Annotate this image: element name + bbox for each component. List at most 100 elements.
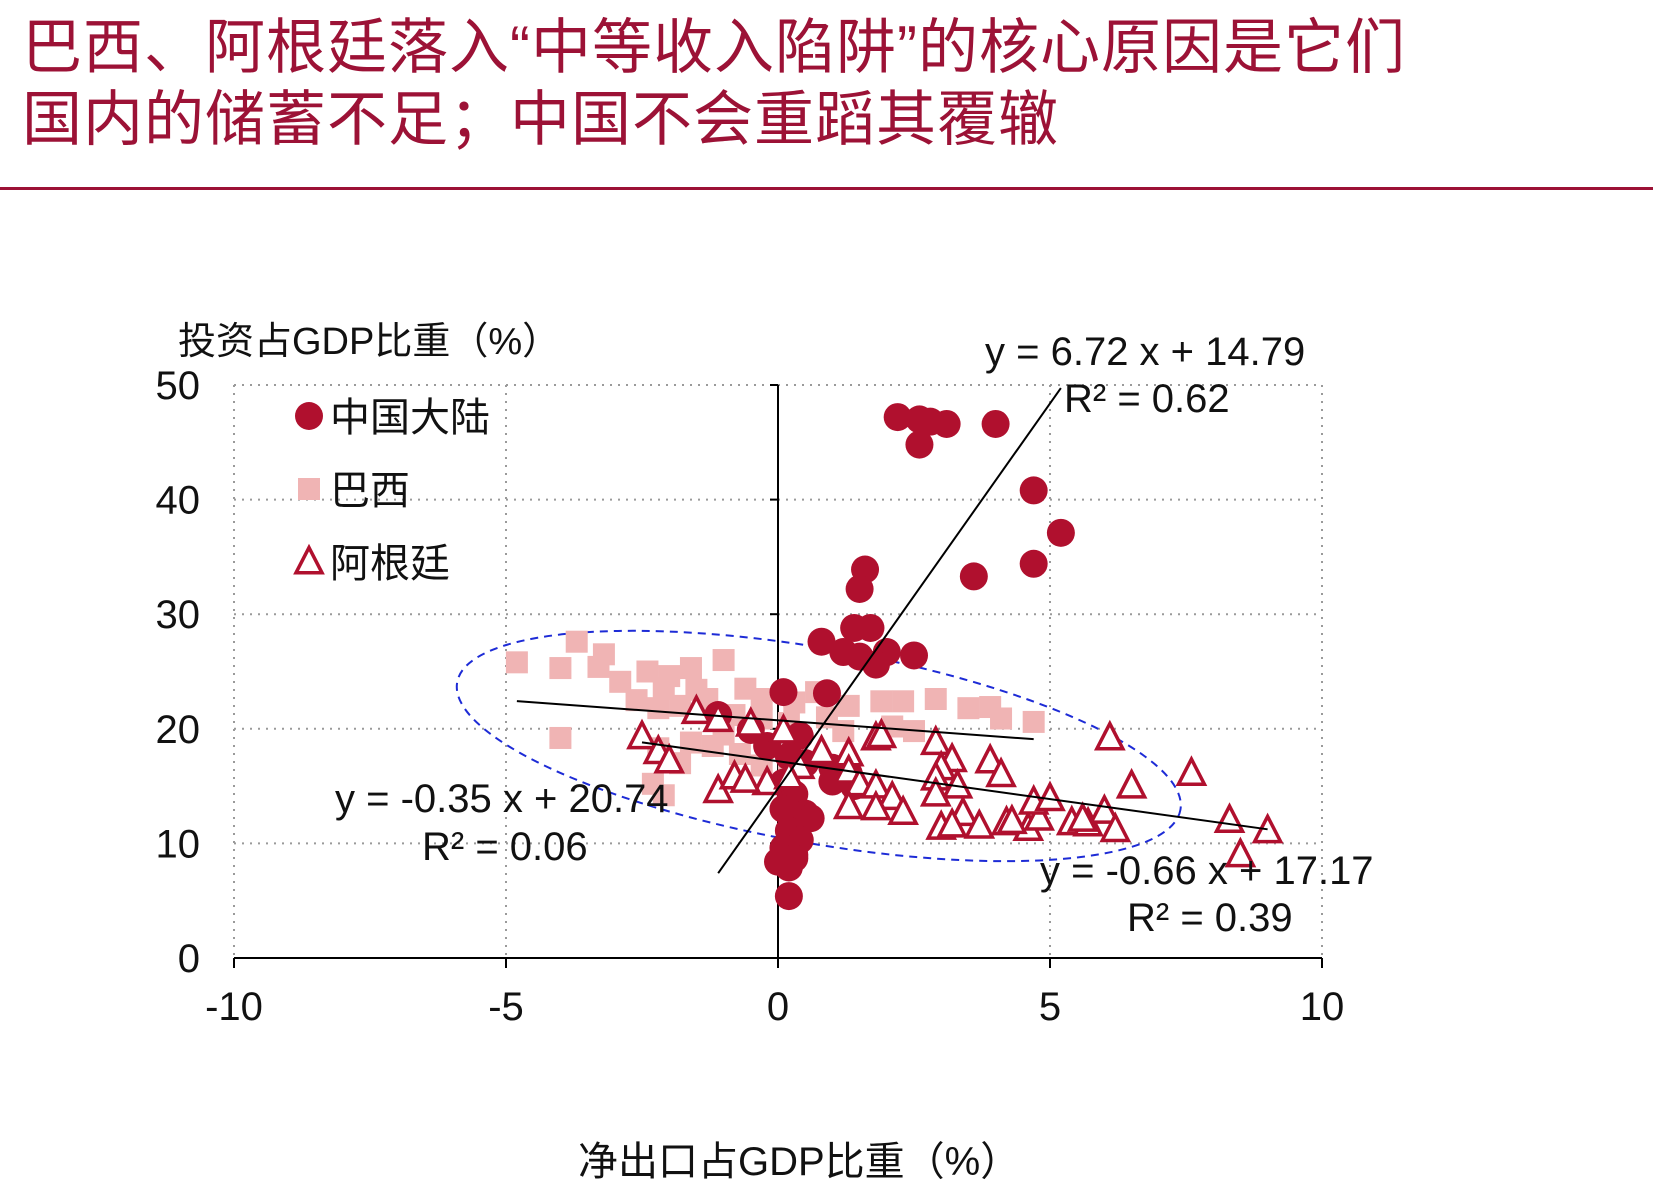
point-square bbox=[625, 689, 648, 712]
point-circle bbox=[807, 627, 836, 656]
point-circle bbox=[1019, 549, 1048, 578]
point-triangle bbox=[1099, 811, 1132, 843]
point-triangle bbox=[860, 789, 892, 821]
legend-label: 巴西 bbox=[330, 468, 410, 514]
point-triangle bbox=[985, 756, 1017, 788]
point-square bbox=[669, 694, 692, 717]
point-square bbox=[549, 726, 572, 749]
point-square bbox=[652, 784, 675, 807]
legend-label: 中国大陆 bbox=[330, 395, 490, 441]
point-square bbox=[652, 677, 675, 700]
point-triangle bbox=[626, 718, 658, 750]
y-tick-label: 0 bbox=[178, 937, 200, 981]
point-square bbox=[565, 630, 588, 653]
point-circle bbox=[861, 650, 890, 679]
point-triangle bbox=[767, 712, 800, 744]
point-triangle bbox=[1023, 799, 1055, 831]
point-circle bbox=[769, 678, 798, 707]
legend-marker-triangle bbox=[293, 543, 325, 575]
point-circle bbox=[900, 641, 928, 670]
point-triangle bbox=[734, 705, 767, 737]
legend-marker-square bbox=[298, 478, 320, 500]
point-triangle bbox=[876, 779, 909, 811]
title-line-1: 巴西、阿根廷落入“中等收入陷阱”的核心原因是它们 bbox=[22, 14, 1406, 81]
title-line-2: 国内的储蓄不足；中国不会重蹈其覆辙 bbox=[22, 86, 1059, 153]
trendline bbox=[516, 700, 1034, 741]
point-square bbox=[832, 720, 855, 743]
title-divider bbox=[0, 187, 1653, 190]
page-title: 巴西、阿根廷落入“中等收入陷阱”的核心原因是它们 国内的储蓄不足；中国不会重蹈其… bbox=[22, 12, 1622, 156]
point-square bbox=[647, 697, 670, 720]
x-axis-label: 净出口占GDP比重（%） bbox=[578, 1140, 1021, 1184]
y-tick-label: 30 bbox=[156, 593, 201, 637]
trendline-r2: R² = 0.39 bbox=[1127, 896, 1293, 940]
point-circle bbox=[845, 574, 874, 603]
y-tick-label: 50 bbox=[156, 364, 201, 408]
point-triangle bbox=[832, 788, 865, 820]
point-square bbox=[990, 707, 1013, 730]
trendline-equation: y = 6.72 x + 14.79 bbox=[985, 330, 1305, 374]
point-triangle bbox=[996, 803, 1028, 835]
point-square bbox=[587, 655, 610, 678]
point-circle bbox=[981, 409, 1010, 438]
point-circle bbox=[856, 613, 885, 642]
x-tick-label: 10 bbox=[1300, 985, 1345, 1029]
point-circle bbox=[932, 409, 961, 438]
point-triangle bbox=[1115, 767, 1148, 799]
point-circle bbox=[774, 882, 803, 911]
point-triangle bbox=[936, 806, 968, 838]
point-square bbox=[750, 688, 773, 711]
point-triangle bbox=[751, 764, 783, 796]
trendline-equation: y = -0.35 x + 20.74 bbox=[335, 777, 669, 821]
point-square bbox=[549, 657, 572, 680]
point-square bbox=[609, 670, 632, 693]
point-circle bbox=[959, 562, 988, 591]
point-circle bbox=[1046, 518, 1075, 547]
point-triangle bbox=[680, 693, 713, 725]
legend-label: 阿根廷 bbox=[330, 541, 450, 587]
point-square bbox=[679, 657, 702, 680]
point-circle bbox=[812, 679, 841, 708]
y-tick-label: 40 bbox=[156, 479, 201, 523]
point-circle bbox=[883, 403, 912, 432]
point-triangle bbox=[729, 762, 762, 793]
point-triangle bbox=[1213, 802, 1246, 834]
point-triangle bbox=[887, 794, 919, 826]
trendline bbox=[717, 387, 1062, 874]
point-square bbox=[505, 651, 528, 674]
x-tick-label: 5 bbox=[1039, 985, 1061, 1029]
point-square bbox=[1022, 710, 1045, 733]
y-tick-label: 20 bbox=[156, 708, 201, 752]
point-triangle bbox=[1175, 755, 1208, 787]
point-triangle bbox=[919, 724, 952, 756]
point-square bbox=[870, 690, 893, 713]
point-square bbox=[837, 694, 860, 717]
x-tick-label: -10 bbox=[205, 985, 263, 1029]
point-triangle bbox=[805, 733, 838, 765]
y-axis-label: 投资占GDP比重（%） bbox=[178, 321, 561, 363]
legend-marker-circle bbox=[295, 402, 323, 430]
point-circle bbox=[780, 844, 809, 873]
point-triangle bbox=[1088, 793, 1121, 824]
point-triangle bbox=[1093, 719, 1126, 751]
point-triangle bbox=[1224, 836, 1257, 868]
trendline-r2: R² = 0.06 bbox=[422, 825, 588, 869]
y-tick-label: 10 bbox=[156, 822, 201, 866]
trendline-equation: y = -0.66 x + 17.17 bbox=[1040, 849, 1374, 893]
point-triangle bbox=[653, 742, 686, 774]
point-square bbox=[957, 697, 980, 720]
trendline bbox=[641, 741, 1268, 831]
point-circle bbox=[905, 430, 934, 459]
x-tick-label: 0 bbox=[767, 985, 789, 1029]
tick-labels: -10 -5 0 5 10 0 10 20 30 40 50 bbox=[156, 364, 1345, 1029]
trendlines bbox=[516, 387, 1268, 874]
point-triangle bbox=[919, 775, 952, 807]
x-tick-label: -5 bbox=[488, 985, 524, 1029]
point-triangle bbox=[702, 701, 735, 733]
point-square bbox=[636, 660, 659, 683]
point-triangle bbox=[865, 717, 898, 749]
point-square bbox=[924, 688, 947, 711]
